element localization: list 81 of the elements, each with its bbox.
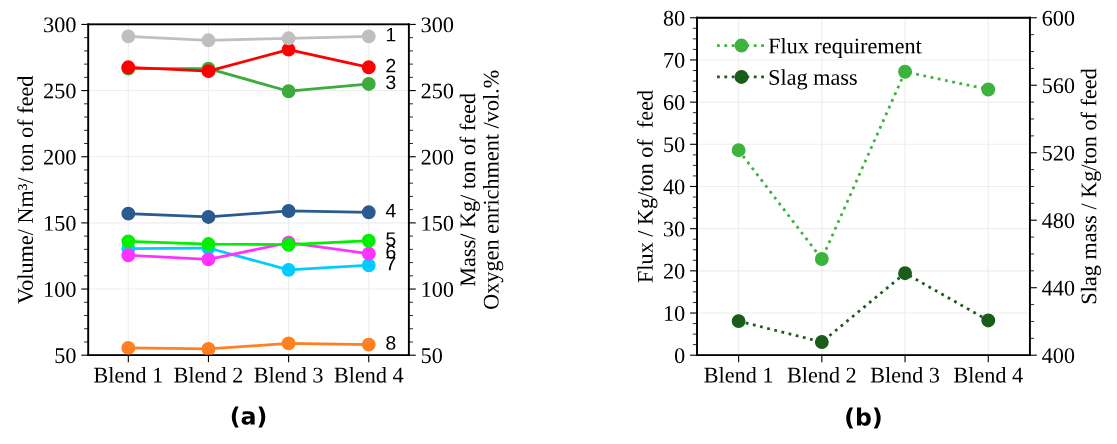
- point: [361, 77, 376, 91]
- y-tick-label: 50: [55, 348, 76, 364]
- series-label: 2: [386, 58, 396, 73]
- y2-tick-label: 250: [421, 83, 454, 99]
- point: [121, 206, 136, 221]
- y-tick-label: 70: [664, 52, 685, 68]
- y-tick-label: 300: [44, 17, 76, 33]
- point: [201, 209, 216, 224]
- point: [281, 204, 296, 218]
- y-tick-label: 60: [663, 95, 685, 111]
- y-tick-label: 150: [45, 215, 76, 231]
- y-tick-label: 40: [663, 179, 685, 195]
- point: [814, 252, 829, 266]
- point: [898, 266, 912, 281]
- series-label: 7: [386, 256, 396, 271]
- point: [121, 248, 136, 263]
- y2-tick-label: 560: [1042, 78, 1075, 94]
- point: [981, 82, 996, 97]
- y-tick-label: 100: [45, 281, 76, 297]
- legend-label: Flux requirement: [768, 37, 922, 59]
- point: [121, 340, 136, 355]
- point: [361, 29, 376, 44]
- y2-tick-label: 100: [422, 281, 454, 297]
- y2-tick-label: 50: [421, 348, 442, 364]
- y2-tick-label: 480: [1042, 213, 1075, 229]
- text: (a): [231, 406, 266, 428]
- x-tick-label: Blend 1: [704, 367, 773, 383]
- y2-tick-label: 200: [421, 149, 454, 165]
- point: [361, 60, 376, 75]
- y2-tick-label: 150: [422, 215, 454, 231]
- point: [814, 335, 829, 349]
- y2-axis-title: Mass/ Kg/ ton of feed Oxygen enrichment /vol.%: [459, 70, 504, 309]
- x-tick-label: Blend 3: [254, 367, 323, 383]
- y-tick-label: 30: [664, 221, 685, 237]
- point: [201, 33, 216, 48]
- point: [121, 234, 136, 249]
- y2-tick-label: 440: [1042, 280, 1075, 296]
- y-tick-label: 250: [44, 83, 76, 99]
- point: [201, 252, 216, 267]
- point: [281, 31, 296, 46]
- point: [731, 143, 746, 158]
- x-tick-label: Blend 4: [954, 367, 1023, 383]
- series-label: 4: [385, 203, 396, 218]
- point: [281, 336, 296, 351]
- y-axis-title: Flux / Kg/ton of feed: [636, 90, 658, 283]
- series-label: 3: [386, 75, 396, 90]
- y-tick-label: 0: [674, 348, 685, 364]
- x-tick-label: Blend 4: [334, 367, 404, 383]
- x-tick-label: Blend 1: [94, 367, 162, 383]
- legend-label: Slag mass: [769, 69, 857, 90]
- text: (b): [846, 407, 881, 429]
- y-axis-title: Volume/ Nm³/ ton of feed: [17, 75, 34, 304]
- x-tick-label: Blend 2: [787, 367, 856, 383]
- point: [898, 64, 912, 79]
- point: [731, 314, 746, 329]
- series-label: 1: [386, 27, 396, 42]
- point: [361, 246, 376, 261]
- series-label: 8: [386, 336, 396, 350]
- y-tick-label: 20: [663, 263, 685, 279]
- point: [361, 205, 376, 220]
- y2-tick-label: 400: [1042, 348, 1075, 364]
- y-tick-label: 200: [44, 149, 76, 165]
- y-tick-label: 80: [663, 10, 685, 26]
- point: [201, 342, 216, 356]
- y2-tick-label: 520: [1042, 145, 1075, 161]
- point: [361, 337, 376, 352]
- x-tick-label: Blend 3: [870, 367, 940, 383]
- point: [361, 258, 376, 273]
- point: [281, 84, 296, 99]
- y2-tick-label: 600: [1042, 10, 1075, 26]
- point: [981, 313, 996, 328]
- x-tick-label: Blend 2: [174, 367, 243, 383]
- y-tick-label: 10: [664, 305, 685, 321]
- y2-tick-label: 300: [421, 17, 454, 33]
- y2-axis-title: Slag mass / Kg/ton of feed: [1080, 68, 1102, 304]
- series-label: 5: [386, 232, 396, 246]
- point: [201, 237, 216, 252]
- y-tick-label: 50: [664, 137, 685, 153]
- point: [361, 233, 376, 248]
- point: [121, 29, 136, 44]
- point: [281, 262, 296, 277]
